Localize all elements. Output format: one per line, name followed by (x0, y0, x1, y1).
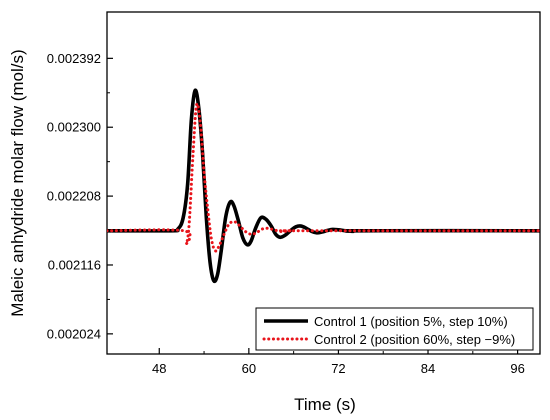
y-axis-title: Maleic anhydride molar flow (mol/s) (8, 49, 27, 316)
x-axis-ticks: 48 60 72 84 96 (152, 348, 525, 376)
y-tick-label: 0.002392 (47, 51, 101, 66)
y-axis-ticks: 0.002024 0.002116 0.002208 0.002300 0.002392 (47, 51, 113, 341)
x-tick-label: 60 (242, 361, 256, 376)
x-tick-label: 84 (421, 361, 435, 376)
legend: Control 1 (position 5%, step 10%) Contro… (255, 307, 534, 351)
y-tick-label: 0.002116 (48, 257, 101, 272)
y-tick-label: 0.002024 (47, 326, 101, 341)
x-axis-title: Time (s) (294, 395, 356, 414)
legend-label-control-1: Control 1 (position 5%, step 10%) (314, 314, 508, 329)
series-line-control-2 (107, 102, 540, 253)
legend-box (255, 307, 534, 351)
x-tick-label: 96 (510, 361, 524, 376)
x-tick-label: 48 (152, 361, 166, 376)
y-tick-label: 0.002208 (47, 189, 101, 204)
x-tick-label: 72 (331, 361, 345, 376)
series-layer (107, 88, 540, 284)
plot-area (106, 11, 541, 355)
legend-label-control-2: Control 2 (position 60%, step −9%) (314, 332, 515, 347)
y-tick-label: 0.002300 (47, 120, 101, 135)
